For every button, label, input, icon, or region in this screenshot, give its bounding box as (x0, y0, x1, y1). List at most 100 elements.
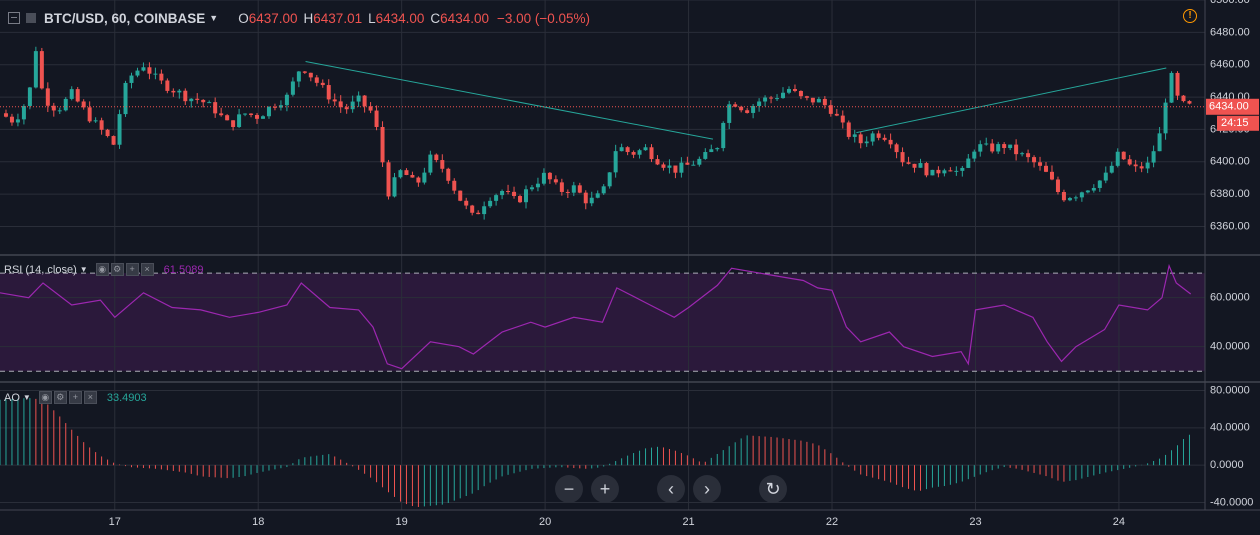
candle (990, 143, 995, 152)
candle (781, 92, 786, 99)
candle (834, 113, 839, 116)
candle (368, 106, 373, 111)
candle (404, 170, 409, 175)
candle (1115, 151, 1120, 166)
eye-icon[interactable]: ◉ (38, 391, 52, 404)
time-tick-label: 18 (252, 516, 264, 528)
collapse-icon[interactable] (8, 12, 20, 24)
ao-name[interactable]: AO (4, 391, 20, 404)
candle (27, 87, 32, 107)
rsi-tick-label: 60.0000 (1210, 292, 1250, 304)
candle (828, 105, 833, 114)
price-tick-label: 6500.00 (1210, 0, 1250, 6)
candle (135, 70, 140, 76)
time-tick-label: 22 (826, 516, 838, 528)
chevron-down-icon[interactable]: ▼ (79, 265, 88, 274)
candle (894, 144, 899, 153)
candle (93, 120, 98, 122)
candle (506, 190, 511, 192)
candle (1121, 151, 1126, 160)
ao-tick-label: 80.0000 (1210, 384, 1250, 396)
zoom-out-button[interactable]: − (555, 475, 583, 503)
candle (284, 94, 289, 106)
candle (1073, 197, 1078, 199)
gear-icon[interactable]: ⚙ (110, 263, 124, 276)
candle (882, 137, 887, 140)
reset-chart-button[interactable]: ↻ (759, 475, 787, 503)
candle (75, 89, 80, 102)
candle (159, 73, 164, 81)
time-tick-label: 23 (969, 516, 981, 528)
warning-icon[interactable]: ! (1183, 9, 1197, 23)
price-tick-label: 6380.00 (1210, 188, 1250, 200)
symbol-square-icon (26, 13, 36, 23)
candle (1097, 180, 1102, 188)
candle (1103, 172, 1108, 181)
rsi-name[interactable]: RSI (14, close) (4, 263, 77, 276)
candle (697, 158, 702, 165)
candle (338, 101, 343, 108)
symbol-header: BTC/USD, 60, COINBASE ▼ O 6437.00 H 6437.0… (0, 8, 590, 28)
close-icon[interactable]: × (140, 263, 154, 276)
candle (117, 114, 122, 145)
candle (290, 81, 295, 95)
candle (207, 102, 212, 104)
candle (1163, 102, 1168, 134)
plus-icon[interactable]: + (125, 263, 139, 276)
candle (81, 101, 86, 108)
symbol-label[interactable]: BTC/USD, 60, COINBASE (44, 10, 206, 26)
change-value: −3.00 (−0.05%) (496, 10, 591, 26)
high-value: 6437.01 (313, 10, 363, 26)
gear-icon[interactable]: ⚙ (53, 391, 67, 404)
candle (260, 116, 265, 119)
candle (350, 101, 355, 110)
scroll-right-button[interactable]: › (693, 475, 721, 503)
candle (1038, 162, 1043, 166)
candle (1187, 101, 1192, 104)
eye-icon[interactable]: ◉ (95, 263, 109, 276)
close-icon[interactable]: × (83, 391, 97, 404)
candle (661, 164, 666, 168)
trendline (856, 67, 1167, 134)
candle (266, 106, 271, 117)
candle (518, 196, 523, 203)
candle (308, 72, 313, 78)
candle (1049, 171, 1054, 180)
candle (464, 200, 469, 206)
candle (739, 106, 744, 111)
ao-value: 33.4903 (106, 391, 147, 404)
candle (1145, 162, 1150, 169)
close-label: C (430, 10, 441, 26)
candle (243, 113, 248, 115)
candle (655, 159, 660, 165)
candle (613, 151, 618, 173)
candle (1157, 133, 1162, 152)
candle (249, 113, 254, 115)
candle (1002, 144, 1007, 149)
candle (1151, 151, 1156, 163)
candle (225, 115, 230, 121)
candle (470, 205, 475, 213)
candle (846, 122, 851, 137)
scroll-left-button[interactable]: ‹ (657, 475, 685, 503)
candle (141, 67, 146, 71)
candle (1127, 159, 1132, 165)
rsi-value: 61.5089 (163, 263, 204, 276)
candle (972, 151, 977, 159)
candle (900, 152, 905, 163)
candle (966, 158, 971, 168)
candle (978, 144, 983, 152)
countdown-tag (1217, 115, 1259, 131)
candle (840, 115, 845, 123)
candle (15, 119, 20, 123)
candle (272, 106, 277, 108)
candle (996, 144, 1001, 152)
candle (213, 102, 218, 114)
chevron-down-icon[interactable]: ▼ (209, 13, 219, 23)
candle (3, 113, 8, 117)
plus-icon[interactable]: + (68, 391, 82, 404)
candle (296, 71, 301, 82)
zoom-in-button[interactable]: + (591, 475, 619, 503)
chevron-down-icon[interactable]: ▼ (22, 393, 31, 402)
